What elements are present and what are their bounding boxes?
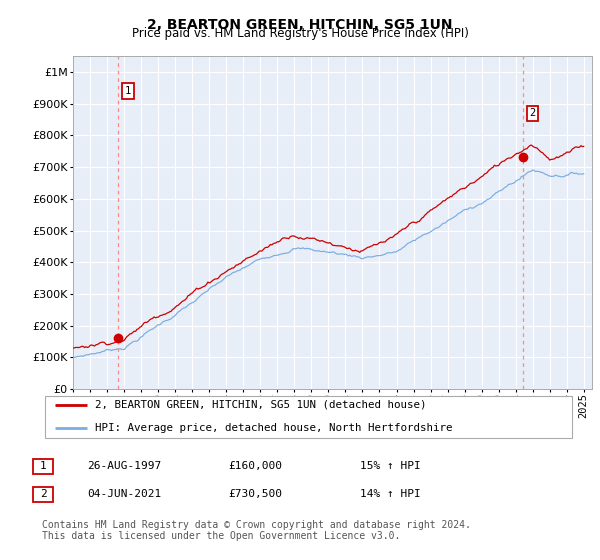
Text: 2: 2 — [40, 489, 47, 500]
FancyBboxPatch shape — [44, 395, 572, 438]
Text: Contains HM Land Registry data © Crown copyright and database right 2024.
This d: Contains HM Land Registry data © Crown c… — [42, 520, 471, 542]
Text: 2, BEARTON GREEN, HITCHIN, SG5 1UN: 2, BEARTON GREEN, HITCHIN, SG5 1UN — [147, 18, 453, 32]
Text: 1: 1 — [40, 461, 47, 472]
Text: 26-AUG-1997: 26-AUG-1997 — [87, 461, 161, 471]
Text: 15% ↑ HPI: 15% ↑ HPI — [360, 461, 421, 471]
FancyBboxPatch shape — [33, 459, 53, 474]
Text: Price paid vs. HM Land Registry's House Price Index (HPI): Price paid vs. HM Land Registry's House … — [131, 27, 469, 40]
Text: 1: 1 — [125, 86, 131, 96]
FancyBboxPatch shape — [33, 487, 53, 502]
Text: 14% ↑ HPI: 14% ↑ HPI — [360, 489, 421, 499]
Text: £160,000: £160,000 — [228, 461, 282, 471]
Text: 2: 2 — [530, 108, 536, 118]
Text: 04-JUN-2021: 04-JUN-2021 — [87, 489, 161, 499]
Text: HPI: Average price, detached house, North Hertfordshire: HPI: Average price, detached house, Nort… — [95, 423, 453, 433]
Text: 2, BEARTON GREEN, HITCHIN, SG5 1UN (detached house): 2, BEARTON GREEN, HITCHIN, SG5 1UN (deta… — [95, 400, 427, 410]
Text: £730,500: £730,500 — [228, 489, 282, 499]
